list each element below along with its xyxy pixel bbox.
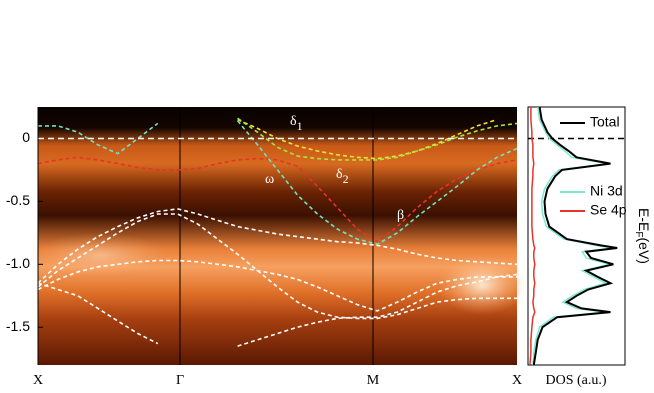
annotation-subscript: 1 (297, 119, 303, 133)
annotation-symbol: β (397, 208, 404, 223)
band-line (37, 156, 518, 243)
x-axis-label: DOS (a.u.) (545, 373, 606, 388)
y-axis-label-unit: (eV) (636, 238, 652, 264)
y-tick-label: -1.5 (6, 318, 30, 334)
dos-line (532, 106, 618, 366)
y-tick-label: -0.5 (6, 192, 30, 208)
band-line (37, 282, 159, 345)
band-line (237, 273, 518, 347)
annotation: β (397, 208, 404, 223)
legend-label: Ni 3d (590, 183, 623, 199)
y-tick-label: 0 (22, 129, 30, 145)
x-tick-label: X (33, 373, 43, 388)
intensity-glow (437, 255, 527, 315)
y-axis-label-sub: F (633, 231, 644, 237)
legend-label: Se 4p (590, 202, 627, 218)
intensity-glow (30, 233, 170, 277)
annotation-symbol: δ (290, 114, 297, 129)
x-tick-label: Γ (176, 373, 184, 388)
annotation: ω (265, 172, 274, 187)
dos-line (529, 107, 536, 366)
annotation-symbol: δ (336, 167, 343, 182)
annotation-symbol: ω (265, 172, 274, 187)
band-line (37, 259, 517, 312)
annotation-subscript: 2 (343, 172, 349, 186)
band-line (38, 120, 518, 246)
band-line (237, 117, 518, 161)
dos-frame (527, 106, 626, 366)
y-axis-label-main: E-E (636, 208, 652, 231)
annotation: δ2 (336, 167, 349, 186)
x-tick-label: X (512, 373, 522, 388)
y-tick-label: -1.0 (6, 255, 30, 271)
legend-label: Total (590, 114, 620, 130)
y-axis-label: E-EF(eV) (633, 208, 652, 264)
band-line (37, 208, 518, 284)
x-tick-label: M (367, 373, 380, 388)
annotation: δ1 (290, 114, 303, 133)
band-line (237, 118, 498, 160)
